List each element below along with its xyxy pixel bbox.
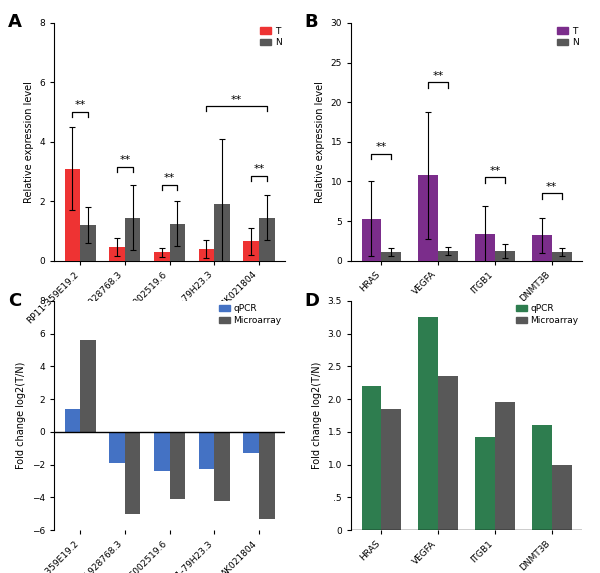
Bar	[80, 225, 96, 261]
Bar	[109, 248, 125, 261]
Bar	[418, 175, 438, 261]
Text: **: **	[433, 70, 444, 81]
Bar	[243, 432, 259, 453]
Bar	[109, 432, 125, 463]
Bar	[532, 236, 551, 261]
Bar	[495, 251, 515, 261]
Legend: T, N: T, N	[259, 25, 283, 49]
Text: **: **	[489, 166, 500, 176]
Bar	[361, 219, 382, 261]
Bar	[475, 234, 495, 261]
Bar	[154, 432, 170, 471]
Text: B: B	[305, 13, 319, 32]
Bar	[382, 409, 401, 530]
Bar	[259, 432, 275, 519]
Bar	[438, 376, 458, 530]
Text: A: A	[8, 13, 22, 32]
Bar	[125, 218, 140, 261]
Bar	[551, 465, 571, 530]
Bar	[243, 241, 259, 261]
Y-axis label: Fold change log2(T/N): Fold change log2(T/N)	[16, 362, 26, 469]
Legend: T, N: T, N	[556, 25, 580, 49]
Bar	[125, 432, 140, 513]
Bar	[495, 402, 515, 530]
Bar	[361, 386, 382, 530]
Legend: qPCR, Microarray: qPCR, Microarray	[217, 303, 283, 327]
Bar	[170, 432, 185, 499]
Text: **: **	[253, 164, 265, 174]
Text: **: **	[164, 173, 175, 183]
Bar	[532, 425, 551, 530]
Bar	[382, 252, 401, 261]
Text: D: D	[305, 292, 320, 309]
Bar	[438, 251, 458, 261]
Legend: qPCR, Microarray: qPCR, Microarray	[514, 303, 580, 327]
Text: **: **	[231, 95, 242, 104]
Bar	[475, 437, 495, 530]
Text: **: **	[376, 142, 387, 152]
Text: **: **	[119, 155, 130, 166]
Bar	[418, 317, 438, 530]
Y-axis label: Relative expression level: Relative expression level	[315, 81, 325, 203]
Bar	[170, 223, 185, 261]
Bar	[259, 218, 275, 261]
Bar	[65, 168, 80, 261]
Bar	[199, 249, 214, 261]
Y-axis label: Relative expression level: Relative expression level	[23, 81, 34, 203]
Bar	[551, 252, 571, 261]
Bar	[65, 409, 80, 432]
Text: **: **	[546, 182, 557, 192]
Text: **: **	[74, 100, 86, 111]
Text: C: C	[8, 292, 21, 309]
Bar	[199, 432, 214, 469]
Y-axis label: Fold change log2(T/N): Fold change log2(T/N)	[312, 362, 322, 469]
Bar	[214, 432, 230, 501]
Bar	[154, 252, 170, 261]
Bar	[214, 204, 230, 261]
Bar	[80, 340, 96, 432]
